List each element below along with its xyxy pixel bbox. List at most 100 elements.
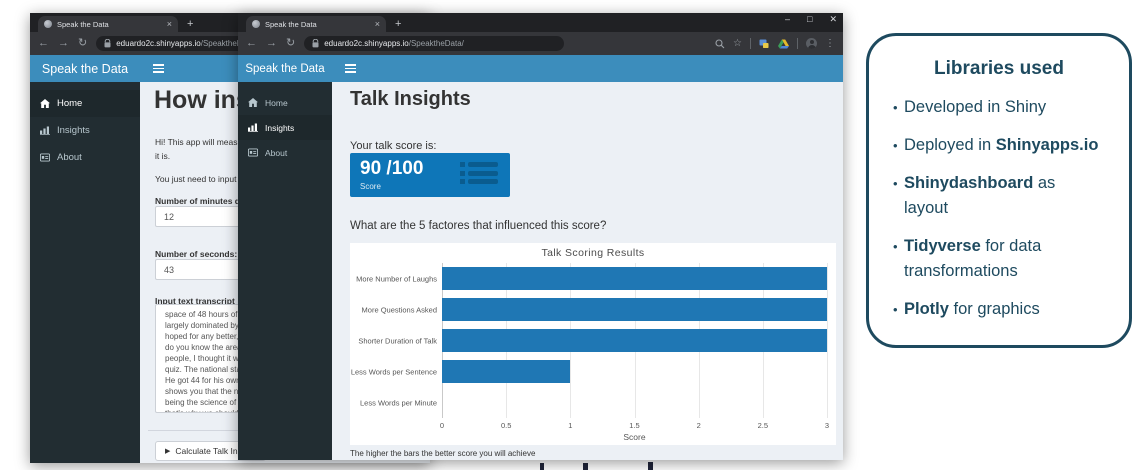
chart-category-label: More Questions Asked	[361, 305, 437, 314]
shiny-app: Speak the Data Home Insights	[238, 55, 843, 460]
toolbar-right: ☆ ⋮	[715, 38, 835, 49]
calculate-button[interactable]: ▶ Calculate Talk Insight	[155, 441, 266, 461]
browser-toolbar: ← → ↻ eduardo2c.shinyapps.io/SpeaktheDat…	[238, 32, 843, 55]
chart-gridline	[827, 263, 828, 418]
intro-text: Hi! This app will measure it is.	[155, 137, 250, 161]
minutes-label: Number of minutes dura	[155, 196, 254, 206]
divider	[750, 38, 751, 49]
chart-category-label: Less Words per Sentence	[350, 367, 437, 376]
chart-bar-row: More Number of Laughs	[356, 263, 827, 294]
sidebar-toggle-icon[interactable]	[345, 64, 356, 73]
chart-bar-row: Less Words per Sentence	[351, 356, 827, 387]
chart-plot-area: More Number of Laughs More Questions Aske…	[351, 263, 828, 418]
browser-tab[interactable]: Speak the Data ×	[38, 16, 178, 32]
bar-chart-icon	[40, 126, 50, 135]
chart-x-tick-label: 2	[696, 421, 701, 430]
home-icon	[248, 98, 258, 107]
callout-item: Developed in Shiny	[893, 95, 1111, 120]
profile-avatar[interactable]	[806, 38, 817, 49]
url-text: eduardo2c.shinyapps.io/SpeaktheData/	[116, 39, 256, 48]
url-text: eduardo2c.shinyapps.io/SpeaktheData/	[324, 39, 464, 48]
libraries-callout: Libraries used Developed in Shiny Deploye…	[866, 33, 1132, 348]
id-card-icon	[40, 153, 50, 162]
app-navbar	[332, 55, 843, 82]
app-logo[interactable]: Speak the Data	[238, 55, 332, 82]
sidebar-item-about[interactable]: About	[238, 140, 332, 165]
sidebar-item-about[interactable]: About	[30, 144, 140, 171]
extension-icon[interactable]	[759, 39, 770, 49]
sidebar: Home Insights About	[238, 82, 332, 460]
chart-x-tick-label: 0.5	[500, 421, 512, 430]
app-logo[interactable]: Speak the Data	[30, 55, 140, 82]
callout-item: Tidyverse for data transformations	[893, 234, 1111, 284]
callout-title: Libraries used	[934, 58, 1064, 79]
tab-strip: Speak the Data × + – □ ✕	[238, 13, 843, 32]
callout-item: Plotly for graphics	[893, 297, 1111, 322]
sidebar-item-insights[interactable]: Insights	[30, 117, 140, 144]
maximize-icon[interactable]: □	[807, 14, 813, 24]
chart-bar-row: More Questions Asked	[362, 294, 827, 325]
minimize-icon[interactable]: –	[785, 14, 791, 24]
back-icon[interactable]: ←	[38, 37, 49, 49]
divider	[797, 38, 798, 49]
browser-window-insights: Speak the Data × + – □ ✕ ← → ↻ eduardo2c…	[238, 13, 843, 460]
callout-item: Deployed in Shinyapps.io	[893, 133, 1111, 158]
zoom-icon[interactable]	[715, 38, 725, 49]
chart-bar	[442, 329, 827, 352]
cropped-text-fragment	[648, 462, 653, 470]
page-title: Talk Insights	[350, 88, 471, 110]
chart-bar	[442, 360, 571, 383]
factors-question: What are the 5 factores that influenced …	[350, 220, 607, 232]
app-header: Speak the Data	[238, 55, 843, 82]
reload-icon[interactable]: ↻	[78, 37, 88, 49]
chart-x-tick-label: 1.5	[629, 421, 640, 430]
new-tab-button[interactable]: +	[187, 18, 194, 30]
tab-close-icon[interactable]: ×	[374, 18, 380, 29]
chart-bar	[442, 298, 827, 321]
tab-close-icon[interactable]: ×	[166, 18, 172, 29]
cropped-text-fragment	[583, 463, 588, 470]
browser-menu-icon[interactable]: ⋮	[825, 38, 835, 49]
new-tab-button[interactable]: +	[395, 18, 402, 30]
chart-title: Talk Scoring Results	[541, 247, 645, 259]
drive-extension-icon[interactable]	[778, 39, 789, 49]
home-icon	[40, 99, 50, 108]
seconds-label: Number of seconds:	[155, 249, 238, 259]
reload-icon[interactable]: ↻	[286, 37, 296, 49]
chart-x-axis-label: Score	[623, 432, 646, 442]
id-card-icon	[248, 148, 258, 157]
address-bar[interactable]: eduardo2c.shinyapps.io/SpeaktheData/	[304, 36, 565, 51]
chart-bar-row: Less Words per Minute	[360, 387, 827, 418]
callout-list: Developed in Shiny Deployed in Shinyapps.…	[893, 95, 1111, 322]
chart-x-tick-label: 3	[824, 421, 830, 430]
sidebar: Home Insights About	[30, 82, 140, 463]
sidebar-item-insights[interactable]: Insights	[238, 115, 332, 140]
forward-icon[interactable]: →	[266, 37, 277, 49]
close-icon[interactable]: ✕	[829, 14, 837, 24]
forward-icon[interactable]: →	[58, 37, 69, 49]
browser-tab[interactable]: Speak the Data ×	[246, 16, 386, 32]
transcript-label: Input text transcript	[155, 296, 235, 306]
bookmark-star-icon[interactable]: ☆	[733, 37, 742, 49]
insights-page-content: Talk Insights Your talk score is: 90 /10…	[332, 82, 843, 460]
chart-x-tick-label: 0	[439, 421, 445, 430]
chart-bar	[442, 267, 827, 290]
sidebar-toggle-icon[interactable]	[153, 64, 164, 73]
chart-footnote: The higher the bars the better score you…	[350, 449, 536, 458]
lock-icon	[104, 39, 111, 48]
chart-bar-row: Shorter Duration of Talk	[358, 325, 827, 356]
back-icon[interactable]: ←	[246, 37, 257, 49]
tab-title: Speak the Data	[265, 19, 317, 29]
score-value-box: 90 /100 Score	[350, 153, 510, 197]
tab-favicon-icon	[44, 20, 52, 28]
window-controls: – □ ✕	[785, 15, 837, 24]
sidebar-item-home[interactable]: Home	[30, 90, 140, 117]
chart-category-label: Shorter Duration of Talk	[358, 336, 437, 345]
callout-item: Shinydashboard as layout	[893, 171, 1111, 221]
lock-icon	[312, 39, 319, 48]
chart-category-label: More Number of Laughs	[356, 274, 437, 283]
score-value: 90 /100	[360, 158, 424, 179]
tab-title: Speak the Data	[57, 19, 109, 29]
sidebar-item-home[interactable]: Home	[238, 90, 332, 115]
